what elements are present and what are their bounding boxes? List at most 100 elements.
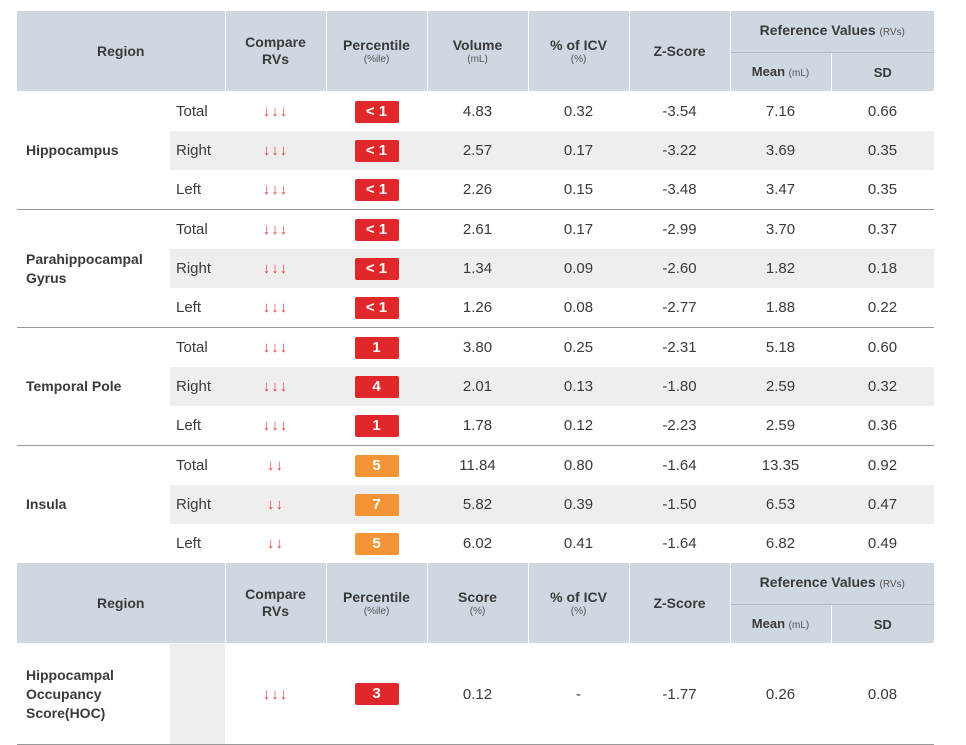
table-row: Left ↓↓↓ < 1 2.26 0.15 -3.48 3.47 0.35 bbox=[17, 170, 934, 210]
zscore-value: -3.54 bbox=[662, 103, 697, 120]
percentile: 1 bbox=[326, 406, 427, 446]
percentile: < 1 bbox=[326, 170, 427, 210]
zscore-value: -1.50 bbox=[629, 485, 731, 524]
ref-sd-value: 0.22 bbox=[867, 299, 898, 316]
header-icv: % of ICV (%) bbox=[528, 11, 630, 92]
percentile: 7 bbox=[326, 485, 428, 524]
table-row: Hippocampus Total ↓↓↓ < 1 4.83 0.32 -3.54 7.16 0… bbox=[17, 91, 934, 210]
percentile-badge: 5 bbox=[354, 454, 399, 477]
header2-compare: Compare RVs bbox=[225, 563, 327, 644]
percentile: 5 bbox=[326, 445, 428, 485]
zscore-value: -1.64 bbox=[662, 535, 697, 552]
percentile: < 1 bbox=[326, 249, 428, 288]
ref-mean-value: 13.35 bbox=[730, 445, 832, 485]
percentile-badge: 1 bbox=[354, 336, 399, 359]
subregion-label: Total bbox=[176, 103, 208, 120]
ref-mean-value: 1.82 bbox=[730, 249, 832, 288]
ref-mean-value: 1.88 bbox=[765, 299, 796, 316]
icv-value: 0.25 bbox=[528, 327, 630, 367]
region-label: Parahippocampal Gyrus bbox=[17, 209, 170, 328]
header2-icv: % of ICV (%) bbox=[528, 563, 630, 644]
header2-reference-values: Reference Values (RVs) bbox=[730, 563, 935, 605]
zscore-value: -2.23 bbox=[662, 417, 697, 434]
compare-arrows: ↓↓↓ bbox=[225, 406, 326, 446]
ref-mean-value: 5.18 bbox=[730, 327, 832, 367]
percentile-badge: 4 bbox=[354, 375, 399, 398]
subregion-label: Total bbox=[170, 209, 226, 249]
table-row: Left ↓↓↓ 1 1.78 0.12 -2.23 2.59 0.36 bbox=[17, 406, 934, 446]
volume-value: 1.26 bbox=[462, 299, 493, 316]
subregion-label: Left bbox=[176, 417, 202, 434]
hoc-sub-empty bbox=[170, 643, 226, 745]
volume-value: 2.26 bbox=[462, 181, 493, 198]
compare-arrows: ↓↓ bbox=[225, 445, 327, 485]
table-row: Left ↓↓ 5 6.02 0.41 -1.64 6.82 0.49 bbox=[17, 524, 934, 563]
hoc-score: 0.12 bbox=[427, 643, 529, 745]
percentile-badge: 7 bbox=[354, 493, 399, 516]
icv-value: 0.08 bbox=[563, 299, 594, 316]
volume-value: 1.34 bbox=[427, 249, 529, 288]
compare-arrows: ↓↓↓ bbox=[225, 131, 327, 170]
down-arrows-icon: ↓↓ bbox=[267, 457, 285, 474]
volume-value: 11.84 bbox=[427, 445, 529, 485]
ref-sd-value: 0.37 bbox=[831, 209, 935, 249]
down-arrows-icon: ↓↓↓ bbox=[262, 181, 289, 198]
header2-percentile: Percentile (%ile) bbox=[326, 563, 428, 644]
header-volume: Volume (mL) bbox=[427, 11, 529, 92]
compare-arrows: ↓↓↓ bbox=[225, 367, 327, 406]
volume-value: 2.61 bbox=[427, 209, 529, 249]
zscore-value: -2.99 bbox=[629, 209, 731, 249]
volume-value: 2.01 bbox=[427, 367, 529, 406]
header-region: Region bbox=[17, 11, 226, 92]
hoc-percentile: 3 bbox=[326, 643, 428, 745]
icv-value: 0.80 bbox=[528, 445, 630, 485]
ref-sd-value: 0.35 bbox=[831, 131, 935, 170]
compare-arrows: ↓↓ bbox=[225, 485, 327, 524]
subregion-label: Right bbox=[170, 131, 226, 170]
compare-arrows: ↓↓↓ bbox=[225, 249, 327, 288]
ref-sd-value: 0.18 bbox=[831, 249, 935, 288]
volume-value: 5.82 bbox=[427, 485, 529, 524]
header-compare: Compare RVs bbox=[225, 11, 327, 92]
icv-value: 0.15 bbox=[563, 181, 594, 198]
table-row-hoc: Hippocampal Occupancy Score(HOC) ↓↓↓ 3 0… bbox=[17, 643, 935, 745]
zscore-value: -2.60 bbox=[629, 249, 731, 288]
ref-mean-value: 3.70 bbox=[730, 209, 832, 249]
hoc-mean: 0.26 bbox=[730, 643, 832, 745]
down-arrows-icon: ↓↓↓ bbox=[262, 339, 289, 356]
table-row: Parahippocampal Gyrus Total ↓↓↓ < 1 2.61 0.17… bbox=[17, 209, 935, 328]
percentile-badge: 1 bbox=[354, 414, 399, 437]
volume-value: 3.80 bbox=[427, 327, 529, 367]
header-sd: SD bbox=[831, 52, 935, 92]
down-arrows-icon: ↓↓↓ bbox=[262, 417, 289, 434]
ref-sd-value: 0.47 bbox=[831, 485, 935, 524]
hoc-section: Region Compare RVs Percentile (%ile) Score… bbox=[17, 563, 935, 745]
zscore-value: -1.80 bbox=[629, 367, 731, 406]
icv-value: 0.39 bbox=[528, 485, 630, 524]
percentile-badge: < 1 bbox=[354, 100, 399, 123]
zscore-value: -3.22 bbox=[629, 131, 731, 170]
icv-value: 0.12 bbox=[563, 417, 594, 434]
compare-arrows: ↓↓↓ bbox=[225, 170, 326, 210]
icv-value: 0.09 bbox=[528, 249, 630, 288]
ref-mean-value: 2.59 bbox=[730, 367, 832, 406]
region-label: Hippocampus bbox=[17, 91, 170, 210]
icv-value: 0.32 bbox=[563, 103, 594, 120]
down-arrows-icon: ↓↓↓ bbox=[262, 221, 289, 238]
table-row: Right ↓↓↓ < 1 2.57 0.17 -3.22 3.69 0.35 bbox=[17, 131, 935, 170]
header2-score: Score (%) bbox=[427, 563, 529, 644]
ref-sd-value: 0.32 bbox=[831, 367, 935, 406]
icv-value: 0.17 bbox=[528, 209, 630, 249]
hoc-compare-arrows: ↓↓↓ bbox=[225, 643, 327, 745]
ref-sd-value: 0.66 bbox=[867, 103, 898, 120]
down-arrows-icon: ↓↓↓ bbox=[262, 299, 289, 316]
header-percentile: Percentile (%ile) bbox=[326, 11, 428, 92]
zscore-value: -3.48 bbox=[662, 181, 697, 198]
down-arrows-icon: ↓↓↓ bbox=[262, 260, 289, 277]
brain-volume-report: Region Compare RVs Percentile (%ile) Volum… bbox=[17, 11, 935, 745]
ref-mean-value: 2.59 bbox=[765, 417, 796, 434]
hoc-zscore: -1.77 bbox=[629, 643, 731, 745]
table-row: Left ↓↓↓ < 1 1.26 0.08 -2.77 1.88 0.22 bbox=[17, 288, 934, 328]
ref-mean-value: 7.16 bbox=[765, 103, 796, 120]
percentile: < 1 bbox=[326, 131, 428, 170]
